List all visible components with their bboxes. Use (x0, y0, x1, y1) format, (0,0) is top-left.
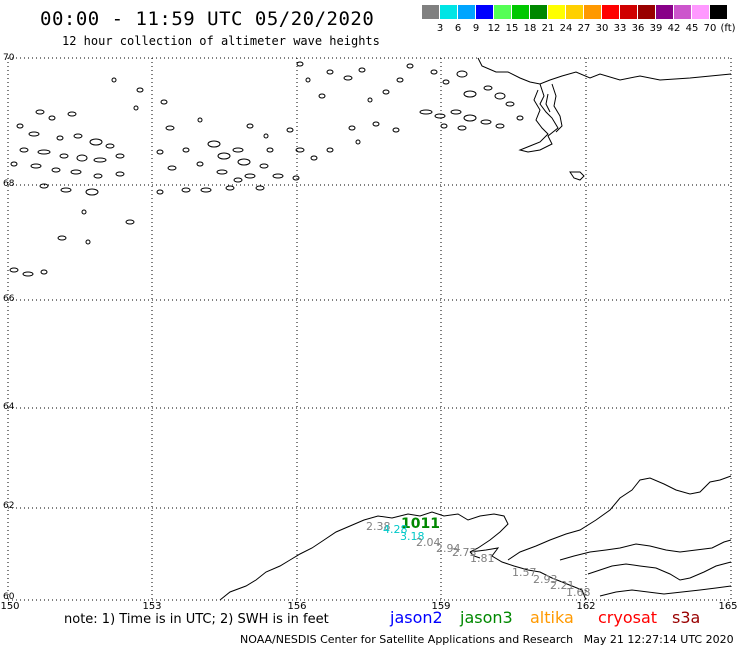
legend-label: 24 (559, 23, 573, 34)
satellite-jason2-label: jason2 (390, 608, 443, 627)
lon-label: 156 (287, 601, 307, 612)
legend-label: 15 (505, 23, 519, 34)
legend-label: 27 (577, 23, 591, 34)
wave-height-reading: 3.18 (400, 530, 425, 543)
legend-label: 39 (649, 23, 663, 34)
legend-label: (ft) (720, 23, 736, 34)
wave-height-reading: 2.38 (366, 520, 391, 533)
legend-swatch (674, 5, 691, 19)
legend-label: 3 (436, 23, 444, 34)
legend-label: 21 (541, 23, 555, 34)
footer-timestamp: May 21 12:27:14 UTC 2020 (583, 633, 734, 646)
map-subtitle: 12 hour collection of altimeter wave hei… (62, 34, 380, 48)
legend-swatch (476, 5, 493, 19)
wave-height-reading: 2.04 (416, 536, 441, 549)
legend-label: 36 (631, 23, 645, 34)
wave-height-reading: 2.21 (550, 579, 575, 592)
legend-swatch (656, 5, 673, 19)
coastline-south (219, 475, 732, 601)
legend-label: 45 (685, 23, 699, 34)
lon-label: 165 (718, 601, 738, 612)
satellite-jason3-label: jason3 (460, 608, 513, 627)
legend-swatch (566, 5, 583, 19)
wave-height-reading: 1011 (401, 516, 440, 532)
lat-label: 70 (3, 53, 15, 63)
satellite-cryosat-label: cryosat (598, 608, 658, 627)
legend-swatch (620, 5, 637, 19)
legend-swatch (692, 5, 709, 19)
legend-label: 30 (595, 23, 609, 34)
legend-label: 6 (454, 23, 462, 34)
units-note: note: 1) Time is in UTC; 2) SWH is in fe… (64, 612, 329, 627)
legend-swatch (710, 5, 727, 19)
ice-floes (9, 61, 524, 277)
legend-swatch (422, 5, 439, 19)
legend-swatch (530, 5, 547, 19)
legend-label: 70 (703, 23, 717, 34)
satellite-altika-label: altika (530, 608, 574, 627)
lat-label: 64 (3, 402, 15, 412)
legend-label: 12 (487, 23, 501, 34)
legend-swatch (440, 5, 457, 19)
wave-height-reading: 1.68 (566, 586, 591, 599)
legend-swatch (494, 5, 511, 19)
graticule (7, 57, 732, 601)
lat-label: 68 (3, 179, 15, 189)
coastline-north (477, 57, 732, 181)
footer-credit: NOAA/NESDIS Center for Satellite Applica… (240, 633, 734, 646)
lat-label: 66 (3, 294, 15, 304)
lon-label: 159 (431, 601, 451, 612)
wave-height-reading: 1.57 (512, 566, 537, 579)
legend-label: 42 (667, 23, 681, 34)
satellite-s3a-label: s3a (672, 608, 701, 627)
lon-label: 162 (576, 601, 596, 612)
footer-source: NOAA/NESDIS Center for Satellite Applica… (240, 633, 574, 646)
legend-swatch (548, 5, 565, 19)
map-title: 00:00 - 11:59 UTC 05/20/2020 (40, 8, 375, 30)
legend-label: 33 (613, 23, 627, 34)
wave-height-reading: 4.28 (383, 523, 408, 536)
legend-swatch (638, 5, 655, 19)
legend-label: 18 (523, 23, 537, 34)
wave-height-reading: 1.81 (470, 552, 495, 565)
wave-height-reading: 2.93 (533, 573, 558, 586)
lat-label: 60 (3, 592, 15, 602)
lon-label: 153 (142, 601, 162, 612)
lon-label: 150 (0, 601, 20, 612)
legend-label: 9 (472, 23, 480, 34)
legend-swatch (602, 5, 619, 19)
wave-height-reading: 2.94 (436, 542, 461, 555)
wave-height-reading: 2.73 (452, 546, 477, 559)
legend-swatch (512, 5, 529, 19)
legend-swatch (458, 5, 475, 19)
lat-label: 62 (3, 501, 15, 511)
legend-swatch (584, 5, 601, 19)
